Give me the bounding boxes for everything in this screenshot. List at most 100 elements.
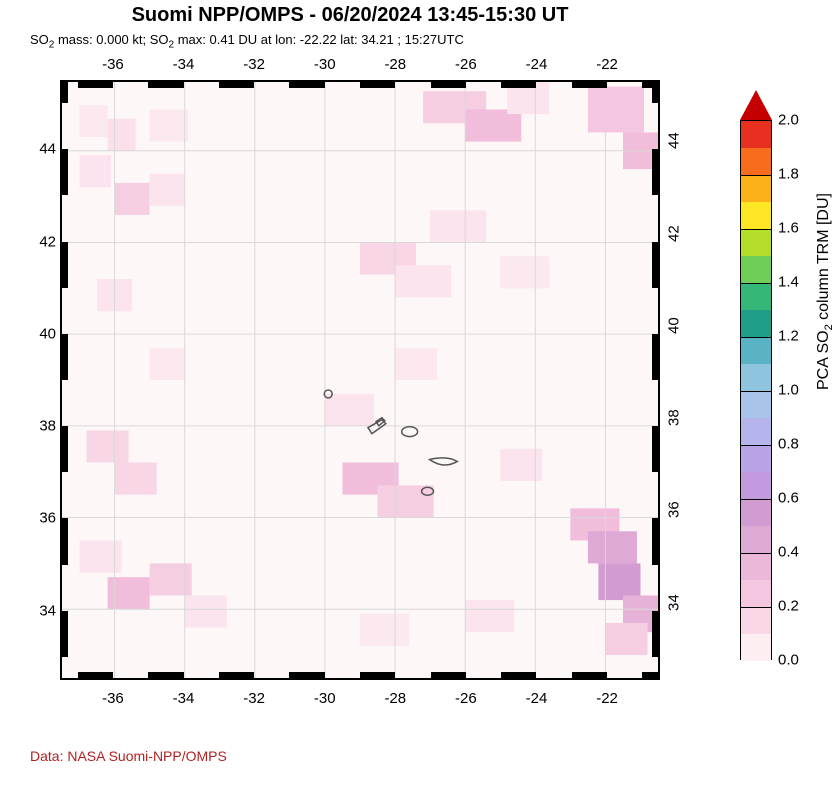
colorbar-segment [741,445,771,472]
border-dash [652,149,660,195]
colorbar-segment [741,553,771,580]
colorbar-tick-label: 1.2 [778,328,799,345]
x-tick-label: -36 [102,690,124,707]
y-tick-label: 36 [28,510,56,527]
border-dash [78,672,113,680]
border-dash [501,672,536,680]
border-dash [572,672,607,680]
border-dash [360,672,395,680]
data-pixel [185,595,227,627]
colorbar-segment [741,472,771,499]
x-tick-label: -32 [243,690,265,707]
data-pixel [598,563,640,600]
colorbar-tick-label: 1.8 [778,166,799,183]
colorbar-tick-label: 1.4 [778,274,799,291]
colorbar-segment [741,337,771,364]
x-tick-label: -30 [314,56,336,73]
border-dash [360,80,395,88]
colorbar-segment [741,607,771,634]
x-tick-label: -24 [526,56,548,73]
colorbar-tick-label: 0.2 [778,598,799,615]
data-pixel [80,155,112,187]
data-pixel [588,87,644,133]
y-tick-label: 38 [666,409,683,426]
colorbar-tick-label: 0.4 [778,544,799,561]
border-dash [60,611,68,657]
y-tick-label: 44 [28,141,56,158]
y-tick-label: 34 [28,602,56,619]
x-tick-label: -26 [455,690,477,707]
x-axis-bottom: -36-34-32-30-28-26-24-22 [60,684,660,710]
y-tick-label: 42 [666,225,683,242]
data-pixel [80,105,108,137]
data-pixel [325,394,374,426]
x-tick-label: -26 [455,56,477,73]
y-tick-label: 36 [666,502,683,519]
data-pixel [500,256,549,288]
border-dash [60,242,68,288]
data-pixel [395,348,437,380]
border-dash [652,518,660,564]
x-tick-label: -28 [384,56,406,73]
y-tick-label: 38 [28,418,56,435]
x-tick-label: -22 [596,690,618,707]
border-dash [652,334,660,380]
border-dash [60,518,68,564]
data-pixel [150,110,189,142]
data-pixel [395,265,451,297]
x-tick-label: -22 [596,56,618,73]
border-dash [219,80,254,88]
data-pixel [588,531,637,563]
data-attribution: Data: NASA Suomi-NPP/OMPS [30,748,227,764]
colorbar: 0.00.20.40.60.81.01.21.41.61.82.0 PCA SO… [740,90,830,690]
border-dash [289,80,324,88]
border-dash [219,672,254,680]
data-pixel [378,485,434,517]
border-dash [78,80,113,88]
data-pixel [465,600,514,632]
colorbar-segment [741,202,771,229]
island-outline [430,458,458,465]
colorbar-segment [741,283,771,310]
data-pixel [115,463,157,495]
colorbar-segment [741,364,771,391]
colorbar-segment [741,499,771,526]
border-dash [652,611,660,657]
colorbar-segment [741,175,771,202]
data-pixel [430,210,486,242]
y-tick-label: 40 [28,325,56,342]
x-axis-top: -36-34-32-30-28-26-24-22 [60,54,660,80]
x-tick-label: -36 [102,56,124,73]
border-dash [572,80,607,88]
colorbar-tick-label: 0.0 [778,652,799,669]
x-tick-label: -30 [314,690,336,707]
y-tick-label: 42 [28,233,56,250]
border-dash [652,242,660,288]
border-dash [60,426,68,472]
data-pixel [465,110,521,142]
chart-subtitle: SO2 mass: 0.000 kt; SO2 max: 0.41 DU at … [30,32,464,51]
colorbar-label: PCA SO2 column TRM [DU] [815,193,835,390]
border-dash [60,149,68,195]
border-dash [431,672,466,680]
data-pixel [500,449,542,481]
border-dash [148,80,183,88]
y-axis-left: 44 42 40 38 36 34 [28,80,60,680]
chart-title: Suomi NPP/OMPS - 06/20/2024 13:45-15:30 … [0,4,700,27]
border-dash [148,672,183,680]
border-dash [60,80,68,103]
border-dash [652,426,660,472]
data-pixel [360,614,409,646]
data-pixel [80,540,122,572]
y-tick-label: 44 [666,133,683,150]
x-tick-label: -24 [526,690,548,707]
colorbar-segment [741,391,771,418]
y-axis-right: 444240383634 [664,80,696,680]
border-dash [289,672,324,680]
border-dash [431,80,466,88]
colorbar-segment [741,526,771,553]
border-dash [501,80,536,88]
colorbar-tick-label: 1.6 [778,220,799,237]
data-pixel [108,577,150,609]
border-dash [60,334,68,380]
